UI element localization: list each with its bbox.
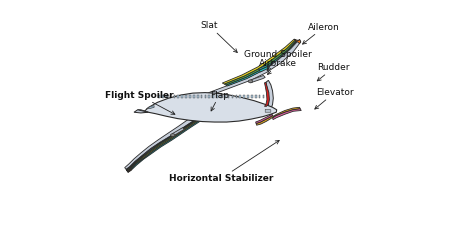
Bar	[177, 95, 179, 97]
Bar	[232, 95, 233, 97]
Bar	[243, 95, 245, 97]
Polygon shape	[126, 112, 200, 170]
Bar	[239, 95, 241, 97]
Polygon shape	[266, 80, 273, 110]
Polygon shape	[256, 115, 273, 125]
Polygon shape	[226, 40, 298, 86]
Text: Aileron: Aileron	[302, 23, 340, 44]
Polygon shape	[259, 65, 268, 70]
Polygon shape	[126, 169, 132, 172]
Polygon shape	[127, 118, 200, 171]
Text: Flap: Flap	[210, 91, 229, 111]
Bar	[212, 95, 214, 97]
Text: Flight Spoiler: Flight Spoiler	[105, 91, 175, 114]
Polygon shape	[222, 39, 295, 84]
Polygon shape	[128, 120, 201, 172]
Text: Horizontal Stabilizer: Horizontal Stabilizer	[169, 140, 279, 183]
Polygon shape	[273, 109, 301, 120]
Polygon shape	[127, 119, 201, 172]
Bar	[162, 95, 164, 97]
Text: Rudder: Rudder	[317, 63, 350, 81]
Polygon shape	[137, 110, 148, 112]
Text: Airbrake: Airbrake	[258, 60, 296, 74]
Bar	[197, 95, 199, 97]
Bar	[236, 95, 237, 97]
Bar	[255, 95, 256, 97]
Bar	[170, 95, 172, 97]
Text: Elevator: Elevator	[315, 88, 354, 109]
Bar	[216, 95, 218, 97]
Bar	[166, 95, 167, 97]
Bar	[201, 95, 202, 97]
Polygon shape	[265, 109, 271, 112]
Bar	[181, 95, 183, 97]
Ellipse shape	[171, 134, 175, 136]
Bar	[220, 95, 222, 97]
Polygon shape	[134, 110, 148, 113]
Bar	[189, 95, 191, 97]
Bar	[185, 95, 187, 97]
Bar	[193, 95, 195, 97]
Polygon shape	[264, 82, 269, 106]
Bar	[209, 95, 210, 97]
Polygon shape	[146, 106, 154, 109]
Bar	[263, 95, 264, 97]
Polygon shape	[125, 107, 200, 169]
Polygon shape	[224, 40, 296, 85]
Bar	[173, 95, 175, 97]
Bar	[158, 95, 160, 97]
Polygon shape	[250, 75, 265, 83]
Polygon shape	[255, 114, 273, 124]
Polygon shape	[273, 107, 300, 118]
Bar	[247, 95, 249, 97]
Bar	[224, 95, 226, 97]
Polygon shape	[259, 66, 269, 72]
Text: Slat: Slat	[201, 21, 237, 53]
Bar	[251, 95, 253, 97]
Bar	[228, 95, 229, 97]
Polygon shape	[199, 39, 301, 101]
Text: Ground Spoiler: Ground Spoiler	[244, 50, 311, 70]
Ellipse shape	[248, 80, 253, 83]
Bar	[259, 95, 261, 97]
Polygon shape	[294, 39, 301, 44]
Polygon shape	[173, 128, 184, 136]
Bar	[205, 95, 206, 97]
Polygon shape	[143, 93, 277, 122]
